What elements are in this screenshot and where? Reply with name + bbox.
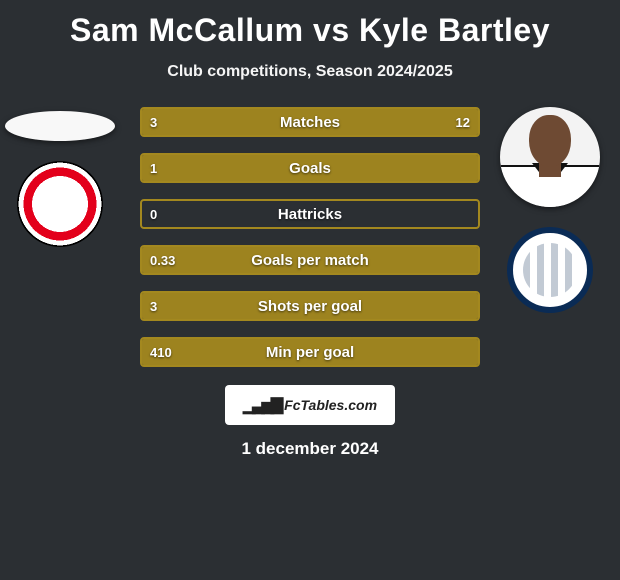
bar-label: Min per goal <box>142 339 478 365</box>
wba-stripes-pattern <box>523 243 577 297</box>
page-title: Sam McCallum vs Kyle Bartley <box>0 0 620 49</box>
player-right-avatar <box>500 107 600 207</box>
stat-bar-row: 410Min per goal <box>140 337 480 367</box>
player-right-avatar-art <box>500 107 600 207</box>
stat-bar-row: 3Shots per goal <box>140 291 480 321</box>
logo-chart-icon: ▁▃▅▇ <box>243 395 280 415</box>
player-right-column <box>490 107 610 313</box>
club-badge-left <box>17 161 103 247</box>
stat-bar-row: 0.33Goals per match <box>140 245 480 275</box>
player-left-column <box>0 107 120 247</box>
stat-bar-row: 1Goals <box>140 153 480 183</box>
bar-label: Matches <box>142 109 478 135</box>
subtitle: Club competitions, Season 2024/2025 <box>0 63 620 81</box>
bar-label: Goals per match <box>142 247 478 273</box>
fctables-logo: ▁▃▅▇ FcTables.com <box>225 385 395 425</box>
compare-stage: 312Matches 1Goals 0Hattricks 0.33Goals per … <box>0 107 620 367</box>
club-badge-right <box>507 227 593 313</box>
stat-bars: 312Matches 1Goals 0Hattricks 0.33Goals per … <box>140 107 480 367</box>
snapshot-date: 1 december 2024 <box>0 439 620 459</box>
bar-label: Goals <box>142 155 478 181</box>
player-left-avatar <box>5 111 115 141</box>
bar-label: Shots per goal <box>142 293 478 319</box>
stat-bar-row: 0Hattricks <box>140 199 480 229</box>
bar-label: Hattricks <box>142 201 478 227</box>
logo-text: FcTables.com <box>284 397 377 413</box>
stat-bar-row: 312Matches <box>140 107 480 137</box>
